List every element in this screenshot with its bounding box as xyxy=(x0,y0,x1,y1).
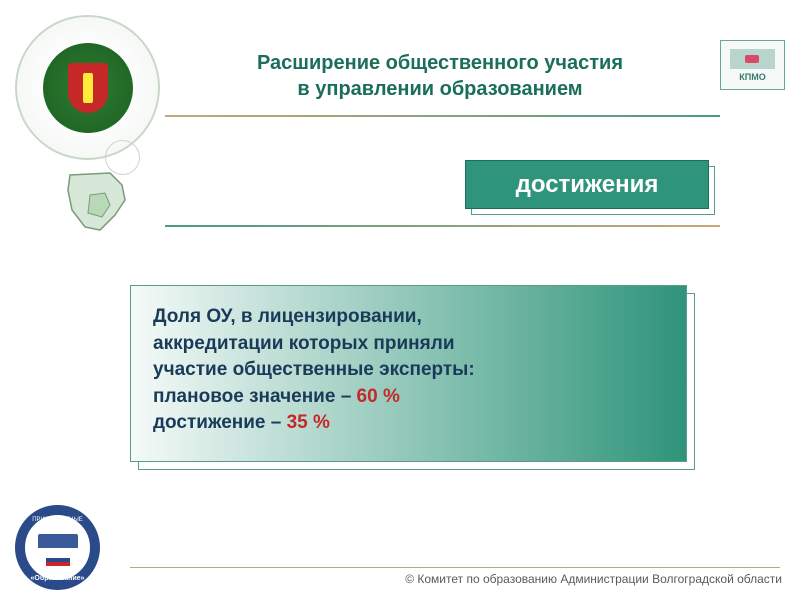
emblem-main xyxy=(15,15,160,160)
second-underline xyxy=(165,225,720,227)
plan-label: плановое значение – xyxy=(153,386,357,407)
badge-text: достижения xyxy=(516,171,659,199)
content-panel: Доля ОУ, в лицензировании, аккредитации … xyxy=(130,285,695,470)
plan-value: 60 % xyxy=(357,386,400,407)
emblem-shield xyxy=(68,63,108,113)
footer-copyright: © Комитет по образованию Администрации В… xyxy=(405,572,782,586)
region-map-icon xyxy=(60,165,135,240)
achieve-value: 35 % xyxy=(287,412,330,433)
logo-flag-icon xyxy=(46,554,70,566)
content-line3: участие общественные эксперты: xyxy=(153,359,475,380)
page-title: Расширение общественного участия в управ… xyxy=(175,50,705,102)
badge-main: достижения xyxy=(465,160,709,209)
logo-bottom-text: «Образование» xyxy=(25,575,90,582)
education-logo: ПРИОРИТЕТНЫЕ «Образование» xyxy=(15,505,100,590)
kpmo-label: КПМО xyxy=(739,72,765,82)
title-underline xyxy=(165,115,720,117)
achievements-badge: достижения xyxy=(465,160,715,215)
kpmo-badge: КПМО xyxy=(720,40,785,90)
emblem-figure xyxy=(83,73,93,103)
achieve-label: достижение – xyxy=(153,412,287,433)
logo-circle: ПРИОРИТЕТНЫЕ «Образование» xyxy=(15,505,100,590)
content-line1: Доля ОУ, в лицензировании, xyxy=(153,306,422,327)
title-line1: Расширение общественного участия xyxy=(175,50,705,76)
emblem-wreath xyxy=(43,43,133,133)
content-main: Доля ОУ, в лицензировании, аккредитации … xyxy=(130,285,687,462)
content-text: Доля ОУ, в лицензировании, аккредитации … xyxy=(153,304,664,437)
logo-top-text: ПРИОРИТЕТНЫЕ xyxy=(25,517,90,523)
kpmo-icon xyxy=(730,49,775,69)
logo-book-icon xyxy=(38,534,78,562)
title-line2: в управлении образованием xyxy=(175,76,705,102)
content-line2: аккредитации которых приняли xyxy=(153,333,455,354)
footer-divider xyxy=(130,567,780,568)
